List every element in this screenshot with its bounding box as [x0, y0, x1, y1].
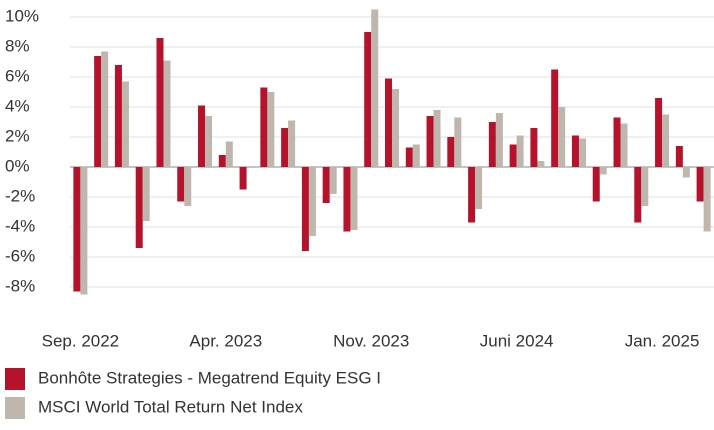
- bar: [73, 167, 81, 292]
- y-tick-label: 4%: [5, 96, 30, 115]
- bar: [225, 141, 233, 167]
- bar: [412, 144, 420, 167]
- bar: [281, 128, 289, 167]
- y-tick-label: -8%: [5, 276, 35, 295]
- y-tick-label: 10%: [5, 6, 39, 25]
- bar: [447, 137, 455, 167]
- x-tick-label: Apr. 2023: [189, 331, 262, 350]
- bar: [288, 120, 296, 167]
- bar: [121, 81, 129, 167]
- bar: [641, 167, 649, 206]
- bar: [177, 167, 185, 202]
- bar: [135, 167, 143, 248]
- bar: [571, 135, 579, 167]
- bar: [308, 167, 316, 236]
- bar: [495, 113, 503, 167]
- bar: [184, 167, 192, 206]
- bar: [301, 167, 309, 251]
- bar: [613, 117, 621, 167]
- y-tick-label: 6%: [5, 66, 30, 85]
- x-tick-label: Jan. 2025: [625, 331, 700, 350]
- bar: [634, 167, 642, 223]
- bar: [530, 128, 538, 167]
- bar: [218, 155, 226, 167]
- bar: [468, 167, 476, 223]
- bar: [142, 167, 150, 221]
- bar: [114, 65, 122, 167]
- bar: [405, 147, 413, 167]
- bar: [475, 167, 483, 209]
- y-tick-label: -2%: [5, 186, 35, 205]
- bar: [551, 69, 559, 167]
- bar: [592, 167, 600, 202]
- bar: [703, 167, 711, 232]
- y-tick-label: -6%: [5, 246, 35, 265]
- bar: [364, 32, 372, 167]
- bar: [101, 51, 109, 167]
- y-tick-label: 2%: [5, 126, 30, 145]
- bar: [329, 167, 337, 194]
- legend-label: Bonhôte Strategies - Megatrend Equity ES…: [38, 368, 381, 387]
- legend-swatch: [5, 368, 25, 390]
- bar: [371, 9, 379, 167]
- legend-swatch: [5, 397, 25, 419]
- bar: [426, 116, 434, 167]
- bar: [80, 167, 88, 295]
- y-tick-label: -4%: [5, 216, 35, 235]
- bar: [392, 89, 399, 167]
- bar: [516, 135, 524, 167]
- bar: [509, 144, 517, 167]
- bar: [350, 167, 358, 230]
- bar: [433, 110, 441, 167]
- y-tick-label: 0%: [5, 156, 30, 175]
- legend-label: MSCI World Total Return Net Index: [38, 397, 303, 416]
- bar: [696, 167, 704, 202]
- bar: [454, 117, 462, 167]
- bar: [578, 138, 586, 167]
- bar: [599, 167, 607, 175]
- bar: [260, 87, 268, 167]
- bar: [662, 114, 670, 167]
- bar: [385, 78, 392, 167]
- x-tick-label: Juni 2024: [480, 331, 554, 350]
- y-tick-label: 8%: [5, 36, 30, 55]
- bar: [537, 161, 545, 167]
- x-tick-label: Nov. 2023: [333, 331, 409, 350]
- bar: [205, 116, 213, 167]
- bar: [198, 105, 206, 167]
- bar: [94, 56, 102, 167]
- bar: [682, 167, 690, 178]
- bar: [322, 167, 330, 203]
- bar: [675, 146, 683, 167]
- bar: [343, 167, 351, 232]
- bar: [655, 98, 663, 167]
- bar: [620, 123, 628, 167]
- bar: [163, 60, 171, 167]
- bar: [267, 92, 275, 167]
- bar: [239, 167, 247, 190]
- x-tick-label: Sep. 2022: [42, 331, 120, 350]
- bar: [156, 38, 164, 167]
- bar: [488, 122, 496, 167]
- bar: [558, 107, 566, 167]
